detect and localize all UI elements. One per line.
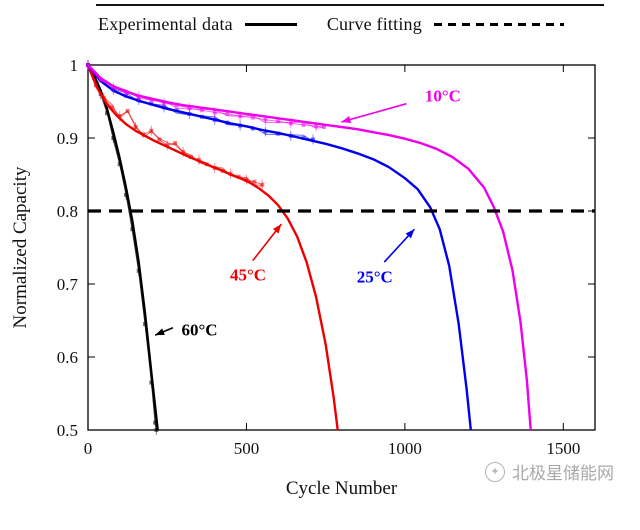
series-45c-marker bbox=[165, 143, 170, 148]
series-25c-fit-line bbox=[87, 64, 472, 431]
series-45c-marker bbox=[244, 177, 249, 182]
series-60c-marker bbox=[124, 192, 129, 197]
series-10c-marker bbox=[98, 77, 103, 82]
series-60c-marker bbox=[111, 136, 116, 140]
legend-item-experimental: Experimental data bbox=[98, 14, 297, 35]
series-10c-marker bbox=[314, 124, 319, 129]
series-45c-marker bbox=[133, 125, 138, 130]
y-tick-label: 1 bbox=[70, 56, 79, 75]
series-10c-marker bbox=[276, 119, 281, 124]
annotation-25c-arrowhead bbox=[405, 229, 415, 239]
series-10c-marker bbox=[238, 114, 243, 119]
series-10c-marker bbox=[111, 85, 116, 90]
series-45c-marker bbox=[125, 108, 130, 113]
series-60c-marker bbox=[153, 420, 158, 425]
x-tick-label: 0 bbox=[84, 439, 93, 458]
series-10c-marker bbox=[124, 90, 129, 95]
annotation-45c-label: 45°C bbox=[230, 266, 266, 285]
series-60c-marker bbox=[154, 428, 159, 432]
watermark-star-logo-icon: ✦ bbox=[485, 461, 505, 482]
series-45c-marker bbox=[173, 141, 178, 146]
series-45c-marker bbox=[157, 137, 162, 142]
solid-line-sample bbox=[244, 23, 297, 26]
series-10c-marker bbox=[149, 98, 154, 103]
legend-label-curve-fitting: Curve fitting bbox=[326, 14, 422, 34]
series-45c-marker bbox=[149, 128, 154, 133]
dashed-line-sample bbox=[433, 23, 564, 26]
series-10c-marker bbox=[288, 121, 293, 126]
y-tick-label: 0.5 bbox=[57, 421, 78, 440]
series-45c-marker bbox=[260, 182, 265, 187]
annotation-10c-arrowhead bbox=[341, 116, 352, 123]
legend: Experimental data Curve fitting bbox=[98, 14, 564, 35]
y-tick-label: 0.7 bbox=[57, 275, 79, 294]
y-tick-label: 0.8 bbox=[57, 202, 78, 221]
series-10c-marker bbox=[250, 115, 255, 120]
annotation-25c-label: 25°C bbox=[357, 268, 393, 287]
series-45c-marker bbox=[181, 149, 186, 154]
x-tick-label: 1000 bbox=[388, 439, 422, 458]
series-10c-marker bbox=[225, 111, 230, 116]
series-10c-marker bbox=[322, 125, 327, 130]
series-10c-marker bbox=[187, 106, 192, 111]
watermark: ✦ 北极星储能网 bbox=[485, 459, 614, 484]
legend-top-rule bbox=[96, 4, 604, 6]
series-45c-fit-line bbox=[86, 64, 339, 431]
watermark-text: 北极星储能网 bbox=[512, 464, 614, 484]
series-45c-marker bbox=[109, 105, 114, 110]
annotation-45c-arrowhead bbox=[272, 224, 282, 234]
legend-label-experimental: Experimental data bbox=[98, 14, 233, 34]
series-10c-fit-line bbox=[87, 64, 532, 431]
y-tick-label: 0.6 bbox=[57, 348, 78, 367]
annotation-10c-arrow bbox=[341, 102, 407, 123]
series-60c-fit-line bbox=[86, 64, 159, 431]
y-tick-label: 0.9 bbox=[57, 129, 78, 148]
y-axis-label: Normalized Capacity bbox=[10, 166, 31, 328]
series-60c-marker bbox=[130, 227, 135, 232]
series-45c-marker bbox=[252, 179, 257, 184]
series-60c-marker bbox=[117, 162, 122, 167]
annotation-10c-label: 10°C bbox=[425, 87, 461, 106]
legend-item-curve-fitting: Curve fitting bbox=[327, 14, 564, 35]
series-10c-marker bbox=[200, 108, 205, 113]
annotation-60c-arrowhead bbox=[155, 328, 165, 336]
series-10c-marker bbox=[212, 110, 217, 115]
series-10c-marker bbox=[301, 122, 306, 127]
series-10c-experimental-line bbox=[87, 64, 325, 128]
x-axis-label: Cycle Number bbox=[286, 478, 398, 499]
x-tick-label: 1500 bbox=[546, 439, 580, 458]
x-tick-label: 500 bbox=[234, 439, 260, 458]
plot-box bbox=[87, 64, 596, 431]
series-25c-marker bbox=[310, 137, 315, 142]
annotation-60c-label: 60°C bbox=[182, 320, 218, 339]
series-45c-marker bbox=[117, 114, 122, 119]
series-10c-marker bbox=[263, 117, 268, 122]
series-10c-marker bbox=[162, 100, 167, 105]
